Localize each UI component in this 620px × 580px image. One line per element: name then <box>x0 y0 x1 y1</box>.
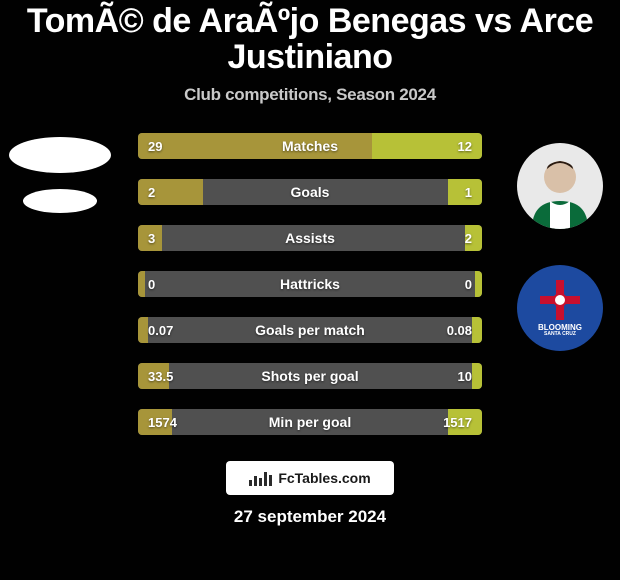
stat-category-label: Assists <box>138 225 482 251</box>
source-badge-label: FcTables.com <box>278 470 370 486</box>
left-avatars <box>0 133 120 213</box>
bar-chart-icon <box>249 470 272 486</box>
comparison-bars: 2912Matches 21Goals 32Assists 00Hattricks 0.… <box>138 133 482 435</box>
player2-club-crest: BLOOMING SANTA CRUZ <box>517 265 603 351</box>
footer-date: 27 september 2024 <box>0 507 620 527</box>
stat-category-label: Goals per match <box>138 317 482 343</box>
crest-ball-icon <box>553 293 567 307</box>
page: TomÃ© de AraÃºjo Benegas vs Arce Justini… <box>0 0 620 580</box>
stat-category-label: Shots per goal <box>138 363 482 389</box>
stat-row: 15741517Min per goal <box>138 409 482 435</box>
stat-category-label: Hattricks <box>138 271 482 297</box>
player1-avatar-shape-1 <box>9 137 111 173</box>
player1-avatar-shape-2 <box>23 189 97 213</box>
stat-row: 33.510Shots per goal <box>138 363 482 389</box>
source-badge[interactable]: FcTables.com <box>226 461 394 495</box>
body-area: BLOOMING SANTA CRUZ 2912Matches 21Goals 32… <box>0 133 620 527</box>
crest-bg: BLOOMING SANTA CRUZ <box>517 265 603 351</box>
stat-category-label: Min per goal <box>138 409 482 435</box>
stat-category-label: Matches <box>138 133 482 159</box>
player-photo-icon <box>517 143 603 229</box>
crest-text: BLOOMING SANTA CRUZ <box>538 324 582 337</box>
stat-row: 0.070.08Goals per match <box>138 317 482 343</box>
player2-avatar <box>517 143 603 229</box>
stat-row: 21Goals <box>138 179 482 205</box>
page-subtitle: Club competitions, Season 2024 <box>0 85 620 105</box>
stat-row: 32Assists <box>138 225 482 251</box>
page-title: TomÃ© de AraÃºjo Benegas vs Arce Justini… <box>0 2 620 75</box>
stat-row: 00Hattricks <box>138 271 482 297</box>
stat-row: 2912Matches <box>138 133 482 159</box>
crest-sub-text: SANTA CRUZ <box>544 332 576 337</box>
right-avatars: BLOOMING SANTA CRUZ <box>500 133 620 351</box>
stat-category-label: Goals <box>138 179 482 205</box>
